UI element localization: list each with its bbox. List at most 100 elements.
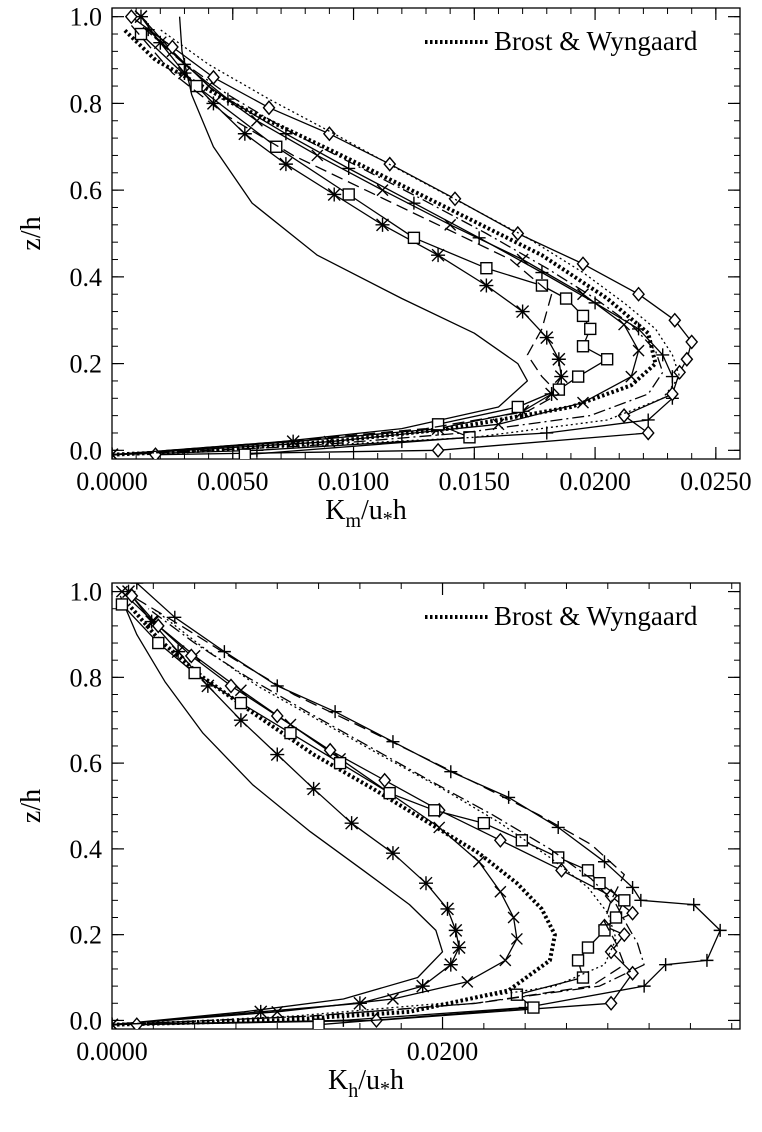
plus-marker <box>687 898 701 912</box>
square-marker <box>598 924 611 937</box>
asterisk-marker <box>344 816 359 831</box>
asterisk-marker <box>539 330 554 345</box>
asterisk-marker <box>327 187 342 202</box>
diamond-marker <box>322 126 336 142</box>
plus-marker <box>551 820 565 834</box>
square-marker <box>238 448 252 459</box>
asterisk-marker <box>419 876 433 891</box>
asterisk-marker <box>515 304 530 319</box>
diamond-marker <box>262 100 276 116</box>
diamond-marker <box>165 39 179 55</box>
series-line-4 <box>112 29 674 456</box>
asterisk-marker <box>448 923 463 938</box>
asterisk-marker <box>385 846 400 861</box>
x-tick-label: 0.0050 <box>197 467 269 496</box>
square-marker <box>593 876 606 890</box>
asterisk-marker <box>270 747 285 762</box>
square-marker <box>581 941 595 954</box>
panel-km: 0.0000 0.0050 0.0100 0.0150 0.0200 0.0250 0.0 0… <box>16 3 752 532</box>
square-marker <box>312 1018 325 1029</box>
x-marker <box>632 344 645 357</box>
plus-marker <box>342 161 356 175</box>
square-marker <box>407 231 421 245</box>
plus-marker <box>540 426 554 440</box>
asterisk-marker <box>479 278 494 293</box>
square-marker <box>190 79 203 93</box>
x-tick-label: 0.0200 <box>407 1037 479 1066</box>
asterisk-marker <box>286 434 301 449</box>
y-tick-label: 0.8 <box>70 663 103 692</box>
plot-frame <box>111 582 741 1030</box>
series-line-9 <box>112 608 645 1026</box>
y-tick-label: 0.0 <box>70 436 103 465</box>
x-marker <box>510 932 523 945</box>
series-line-8 <box>112 608 617 1026</box>
square-marker <box>270 140 283 153</box>
plus-marker <box>634 893 648 907</box>
y-axis-title: z/h <box>16 216 47 250</box>
diamond-marker <box>184 648 198 664</box>
asterisk-marker <box>554 369 569 384</box>
plus-marker <box>700 953 714 967</box>
asterisk-marker <box>177 66 192 81</box>
y-tick-label: 0.6 <box>70 749 103 778</box>
diamond-marker <box>685 334 699 350</box>
series-line-6 <box>140 33 608 456</box>
square-marker <box>511 400 524 414</box>
x-marker <box>112 1018 118 1029</box>
plus-marker <box>632 322 646 336</box>
series-line-7 <box>112 595 625 1026</box>
x-axis-title: Kh/u*h <box>328 1065 404 1102</box>
square-marker <box>552 851 565 864</box>
y-tick-label: 0.2 <box>70 350 103 379</box>
square-marker <box>510 988 524 1001</box>
square-marker <box>477 816 491 830</box>
y-tick-label: 0.2 <box>70 921 103 950</box>
diamond-marker <box>604 995 618 1011</box>
series-line-3 <box>112 16 640 456</box>
square-marker <box>552 383 566 396</box>
x-marker <box>433 821 446 834</box>
series-group <box>112 583 727 1029</box>
asterisk-marker <box>440 901 455 916</box>
diamond-marker <box>207 69 220 85</box>
square-marker <box>284 726 297 740</box>
diamond-marker <box>604 944 618 960</box>
plus-marker <box>217 645 231 659</box>
diamond-marker <box>124 9 138 25</box>
plus-marker <box>597 855 611 869</box>
square-marker <box>152 636 165 650</box>
square-marker <box>431 418 445 431</box>
diamond-marker <box>626 905 639 921</box>
series-line-9 <box>112 24 664 456</box>
series-line-1 <box>112 595 444 1026</box>
square-marker <box>515 834 529 847</box>
square-marker <box>576 340 590 353</box>
plus-marker <box>637 979 651 993</box>
diamond-marker <box>641 425 655 441</box>
x-marker <box>376 184 389 197</box>
asterisk-marker <box>431 248 446 263</box>
diamond-marker <box>378 772 392 788</box>
square-marker <box>571 954 585 967</box>
x-marker <box>577 396 589 409</box>
square-marker <box>134 27 148 41</box>
x-tick-label: 0.0000 <box>76 1037 148 1066</box>
square-marker <box>342 188 355 201</box>
series-line-5 <box>131 595 634 1026</box>
diamond-marker <box>270 708 284 724</box>
diamond-marker <box>125 588 139 604</box>
legend-label: Brost & Wyngaard <box>494 601 698 631</box>
x-tick-label: 0.0200 <box>559 467 631 496</box>
x-tick-label: 0.0100 <box>318 467 390 496</box>
square-marker <box>188 666 201 680</box>
series-line-2 <box>112 591 460 1026</box>
series-group <box>112 9 699 459</box>
y-tick-label: 0.4 <box>70 263 103 292</box>
series-line-6 <box>121 603 625 1026</box>
diamond-marker <box>617 927 631 943</box>
x-marker <box>625 370 638 383</box>
plus-marker <box>665 370 679 384</box>
y-tick-label: 1.0 <box>70 578 103 607</box>
